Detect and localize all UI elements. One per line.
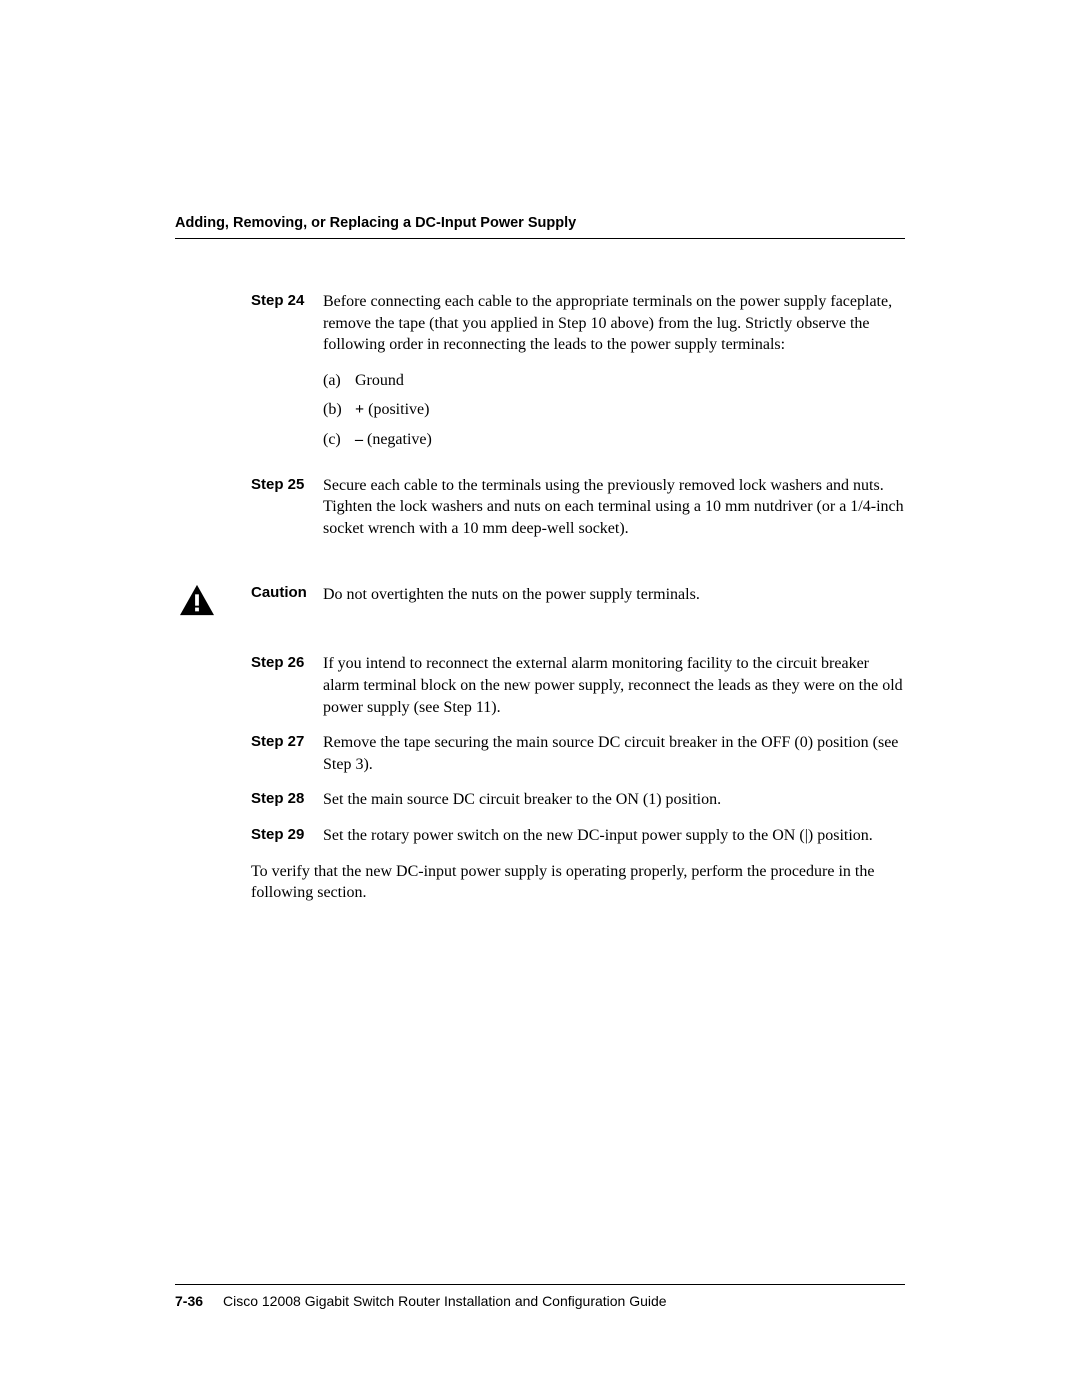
sublist-suffix: (positive) bbox=[364, 401, 429, 418]
caution-text: Do not overtighten the nuts on the power… bbox=[323, 584, 700, 606]
step-text: Remove the tape securing the main source… bbox=[323, 732, 905, 775]
step-row: Step 27 Remove the tape securing the mai… bbox=[251, 732, 905, 775]
step-text: If you intend to reconnect the external … bbox=[323, 653, 905, 718]
step-row: Step 25 Secure each cable to the termina… bbox=[251, 475, 905, 540]
sublist-letter: (b) bbox=[323, 399, 355, 421]
footer-page-number: 7-36 bbox=[175, 1293, 223, 1309]
step-row: Step 24 Before connecting each cable to … bbox=[251, 291, 905, 461]
caution-label: Caution bbox=[251, 584, 323, 606]
sublist-suffix: (negative) bbox=[363, 431, 432, 448]
step-text: Set the main source DC circuit breaker t… bbox=[323, 789, 905, 811]
sublist-text: – (negative) bbox=[355, 429, 905, 451]
sublist-item: (c) – (negative) bbox=[323, 429, 905, 451]
footer-doc-title: Cisco 12008 Gigabit Switch Router Instal… bbox=[223, 1293, 905, 1309]
step-label: Step 29 bbox=[251, 825, 323, 847]
step-text: Secure each cable to the terminals using… bbox=[323, 475, 905, 540]
step-label: Step 25 bbox=[251, 475, 323, 540]
step-label: Step 28 bbox=[251, 789, 323, 811]
sublist-letter: (c) bbox=[323, 429, 355, 451]
step-label: Step 27 bbox=[251, 732, 323, 775]
step-text: Before connecting each cable to the appr… bbox=[323, 291, 905, 461]
caution-content: Caution Do not overtighten the nuts on t… bbox=[219, 581, 700, 606]
sublist-text: Ground bbox=[355, 370, 905, 392]
closing-paragraph: To verify that the new DC-input power su… bbox=[251, 861, 905, 904]
sublist-letter: (a) bbox=[323, 370, 355, 392]
sublist-bold-symbol: + bbox=[355, 401, 364, 418]
page-container: Adding, Removing, or Replacing a DC-Inpu… bbox=[0, 0, 1080, 904]
sublist-item: (a) Ground bbox=[323, 370, 905, 392]
step-row: Step 29 Set the rotary power switch on t… bbox=[251, 825, 905, 847]
sublist-item: (b) + (positive) bbox=[323, 399, 905, 421]
step-text: Set the rotary power switch on the new D… bbox=[323, 825, 905, 847]
page-footer: 7-36 Cisco 12008 Gigabit Switch Router I… bbox=[175, 1284, 905, 1309]
caution-block: Caution Do not overtighten the nuts on t… bbox=[175, 581, 905, 617]
content-body: Step 24 Before connecting each cable to … bbox=[175, 291, 905, 904]
step-sublist: (a) Ground (b) + (positive) (c) – (negat… bbox=[323, 370, 905, 451]
sublist-text: + (positive) bbox=[355, 399, 905, 421]
step-label: Step 24 bbox=[251, 291, 323, 461]
warning-triangle-icon bbox=[175, 581, 219, 617]
sublist-bold-symbol: – bbox=[355, 431, 363, 448]
step-row: Step 26 If you intend to reconnect the e… bbox=[251, 653, 905, 718]
step-row: Step 28 Set the main source DC circuit b… bbox=[251, 789, 905, 811]
section-header: Adding, Removing, or Replacing a DC-Inpu… bbox=[175, 215, 905, 239]
step-label: Step 26 bbox=[251, 653, 323, 718]
step-body-text: Before connecting each cable to the appr… bbox=[323, 293, 892, 353]
